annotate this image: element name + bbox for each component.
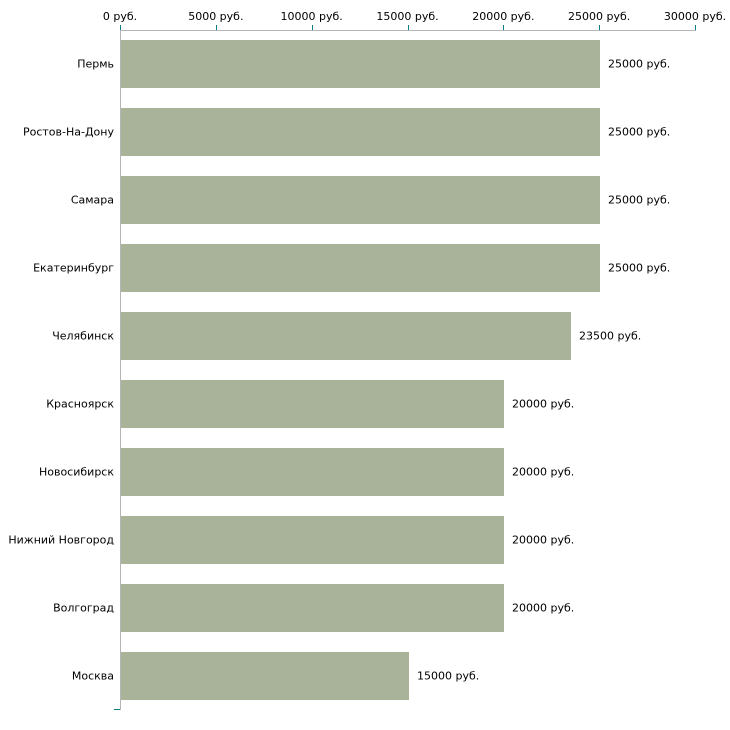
bar <box>121 108 600 156</box>
category-label: Новосибирск <box>38 465 114 479</box>
value-label: 25000 руб. <box>608 57 671 71</box>
value-label: 20000 руб. <box>512 533 575 547</box>
x-tick-mark <box>407 25 409 30</box>
bar <box>121 448 504 496</box>
bar <box>121 516 504 564</box>
bar <box>121 312 571 360</box>
x-tick-label: 10000 руб. <box>280 10 343 23</box>
bar <box>121 380 504 428</box>
category-label: Ростов-На-Дону <box>22 125 114 139</box>
x-tick-label: 15000 руб. <box>376 10 439 23</box>
x-axis-line <box>120 30 696 31</box>
value-label: 23500 руб. <box>579 329 642 343</box>
y-axis-bottom-tick <box>114 709 120 710</box>
bar <box>121 652 409 700</box>
value-label: 20000 руб. <box>512 397 575 411</box>
y-axis-line <box>120 30 121 710</box>
x-tick-label: 20000 руб. <box>472 10 535 23</box>
value-label: 25000 руб. <box>608 261 671 275</box>
x-tick-mark <box>215 25 217 30</box>
x-tick-mark <box>311 25 313 30</box>
category-label: Нижний Новгород <box>8 533 114 547</box>
value-label: 20000 руб. <box>512 601 575 615</box>
category-label: Самара <box>70 193 114 207</box>
x-tick-label: 0 руб. <box>102 10 138 23</box>
category-label: Екатеринбург <box>33 261 114 275</box>
value-label: 25000 руб. <box>608 125 671 139</box>
category-label: Волгоград <box>53 601 114 615</box>
value-label: 20000 руб. <box>512 465 575 479</box>
x-tick-mark <box>503 25 505 30</box>
bar <box>121 40 600 88</box>
x-tick-label: 30000 руб. <box>663 10 727 23</box>
category-label: Челябинск <box>52 329 114 343</box>
value-label: 25000 руб. <box>608 193 671 207</box>
x-tick-label: 5000 руб. <box>188 10 244 23</box>
x-tick-mark <box>599 25 601 30</box>
bar <box>121 584 504 632</box>
category-label: Москва <box>71 669 114 683</box>
x-tick-label: 25000 руб. <box>568 10 631 23</box>
x-tick-mark <box>695 25 696 30</box>
x-tick-mark <box>120 25 121 30</box>
bar <box>121 176 600 224</box>
category-label: Красноярск <box>46 397 114 411</box>
category-label: Пермь <box>77 57 114 71</box>
bar <box>121 244 600 292</box>
value-label: 15000 руб. <box>417 669 480 683</box>
